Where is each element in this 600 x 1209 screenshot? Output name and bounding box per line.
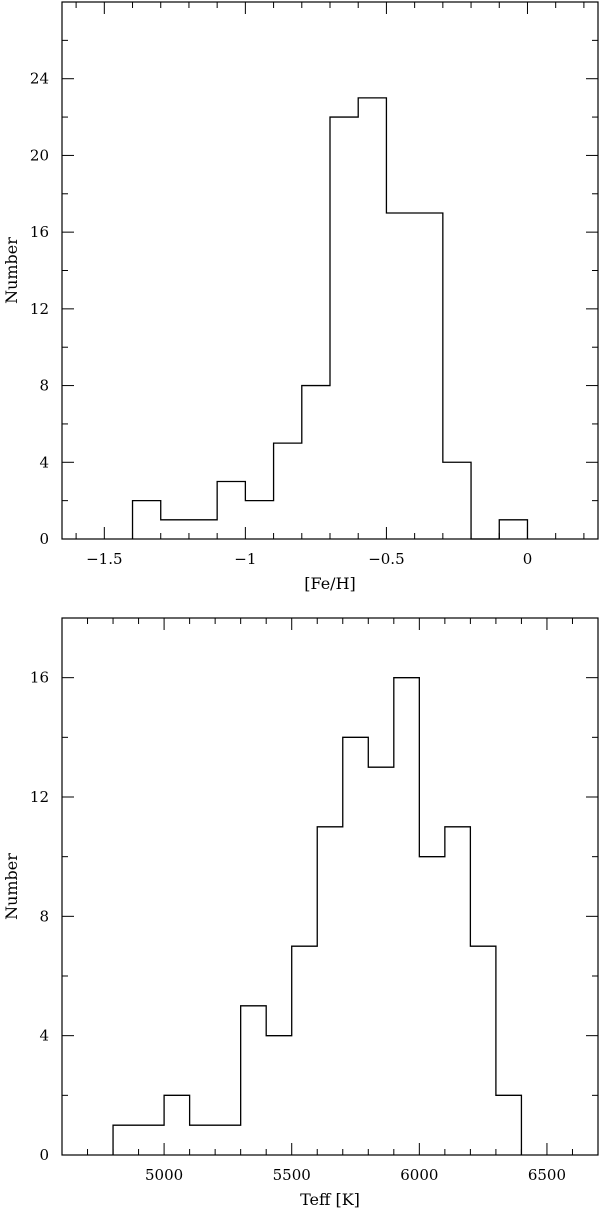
- histogram-bar: [274, 443, 302, 539]
- y-tick-label: 20: [30, 146, 49, 164]
- histogram-bar: [190, 1125, 216, 1155]
- histogram-bar: [161, 520, 189, 539]
- histogram-bar: [302, 386, 330, 539]
- histogram-bar: [266, 1036, 292, 1155]
- y-axis-label: Number: [2, 237, 21, 304]
- histogram-bar: [189, 520, 217, 539]
- histogram-bar: [217, 481, 245, 539]
- x-tick-label: −0.5: [368, 550, 404, 568]
- y-tick-label: 0: [39, 1146, 49, 1164]
- histogram-outline: [131, 97, 529, 540]
- histogram-bar: [164, 1095, 190, 1155]
- y-tick-label: 12: [30, 788, 49, 806]
- y-axis-label: Number: [2, 853, 21, 920]
- histogram-bar: [113, 1125, 139, 1155]
- x-tick-label: 6000: [400, 1166, 438, 1184]
- histogram-bar: [133, 501, 161, 539]
- y-tick-label: 12: [30, 300, 49, 318]
- metallicity-histogram-panel: −1.5 −1 −0.5 0 0 4 8 12 16 20 24 [Fe/H] Number: [2, 1, 599, 593]
- x-tick-label: 5000: [145, 1166, 183, 1184]
- histogram-bar: [330, 117, 358, 539]
- y-tick-label: 8: [39, 377, 49, 395]
- histogram-bar: [443, 462, 471, 539]
- histogram-bar: [496, 1095, 522, 1155]
- histogram-bar: [245, 501, 273, 539]
- histogram-bar: [419, 857, 445, 1155]
- plot-frame: [61, 1, 599, 540]
- y-tick-label: 16: [30, 223, 49, 241]
- histogram-bar: [241, 1006, 267, 1155]
- y-tick-label: 4: [39, 453, 49, 471]
- x-tick-label: 5500: [273, 1166, 311, 1184]
- teff-histogram-panel: 5000 5500 6000 6500 0 4 8 12 16 Teff [K] Number: [2, 617, 599, 1209]
- histogram-bar: [415, 213, 443, 539]
- y-tick-label: 4: [39, 1027, 49, 1045]
- y-tick-label: 24: [30, 70, 49, 88]
- histogram-bar: [368, 767, 394, 1155]
- histogram-bar: [386, 213, 414, 539]
- y-tick-label: 0: [39, 530, 49, 548]
- x-tick-label: −1.5: [86, 550, 122, 568]
- histogram-bar: [292, 946, 318, 1155]
- histogram-bar: [358, 98, 386, 539]
- histogram-bar: [445, 827, 471, 1155]
- histogram-outline: [112, 677, 523, 1155]
- histogram-bar: [499, 520, 527, 539]
- x-tick-label: −1: [234, 550, 256, 568]
- x-axis-label: Teff [K]: [300, 1190, 360, 1209]
- histogram-bar: [215, 1125, 241, 1155]
- histogram-bar: [317, 827, 343, 1155]
- histogram-bar: [139, 1125, 165, 1155]
- histogram-bar: [470, 946, 496, 1155]
- histogram-bar: [394, 678, 420, 1155]
- x-axis-label: [Fe/H]: [304, 574, 356, 593]
- y-tick-label: 8: [39, 907, 49, 925]
- plot-frame: [61, 617, 599, 1156]
- x-tick-label: 6500: [528, 1166, 566, 1184]
- x-tick-label: 0: [523, 550, 533, 568]
- histogram-bar: [343, 737, 369, 1155]
- y-tick-label: 16: [30, 669, 49, 687]
